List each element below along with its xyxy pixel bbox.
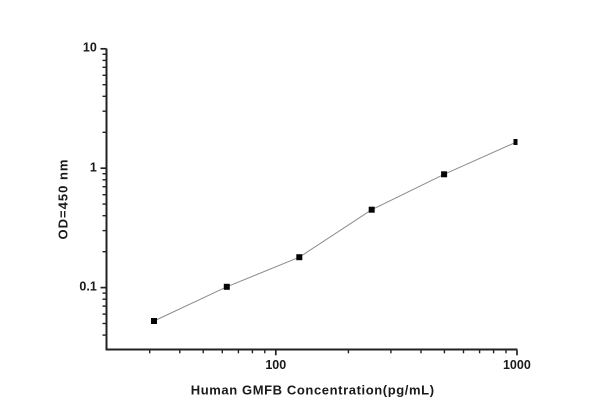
svg-text:10: 10 bbox=[83, 41, 97, 55]
svg-text:0.1: 0.1 bbox=[79, 280, 96, 294]
svg-text:1: 1 bbox=[90, 160, 97, 174]
svg-text:OD=450 nm: OD=450 nm bbox=[55, 159, 70, 240]
svg-text:100: 100 bbox=[265, 358, 286, 372]
svg-text:Human GMFB Concentration(pg/mL: Human GMFB Concentration(pg/mL) bbox=[191, 382, 435, 397]
svg-text:1000: 1000 bbox=[503, 358, 531, 372]
